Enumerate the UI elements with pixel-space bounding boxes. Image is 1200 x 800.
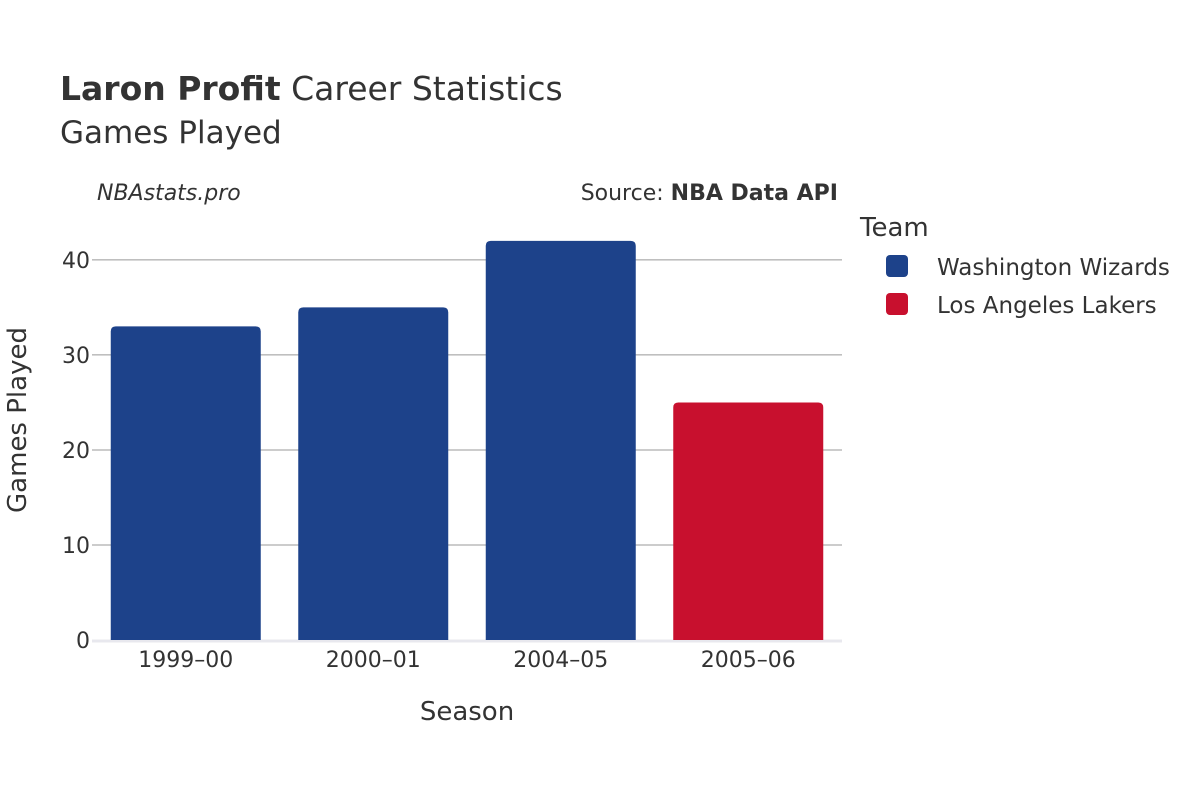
player-name: Laron Profit <box>60 69 281 108</box>
y-tick-label-30: 30 <box>62 344 90 369</box>
bar-2004–05[interactable] <box>485 240 636 641</box>
y-tick-labels: 0 10 20 30 40 <box>62 249 90 654</box>
bar-2000–01[interactable] <box>298 307 449 640</box>
legend-title: Team <box>859 213 929 243</box>
chart-title: Laron Profit Career Statistics <box>60 69 563 108</box>
legend-swatch-washington-wizards[interactable] <box>886 255 908 277</box>
legend: Team Washington Wizards Los Angeles Lake… <box>859 213 1170 319</box>
legend-label-los-angeles-lakers[interactable]: Los Angeles Lakers <box>937 293 1157 319</box>
y-axis-title: Games Played <box>3 327 33 513</box>
source-prefix: Source: <box>581 181 671 206</box>
y-tick-label-0: 0 <box>76 629 90 654</box>
bar-1999–00[interactable] <box>110 326 261 640</box>
source-name: NBA Data API <box>671 181 838 206</box>
watermark: NBAstats.pro <box>97 181 241 206</box>
x-tick-label-2004–05: 2004–05 <box>513 648 608 673</box>
legend-swatch-los-angeles-lakers[interactable] <box>886 293 908 315</box>
title-rest: Career Statistics <box>291 69 563 108</box>
y-tick-label-40: 40 <box>62 249 90 274</box>
chart-subtitle: Games Played <box>60 115 282 151</box>
x-tick-labels: 1999–00 2000–01 2004–05 2005–06 <box>138 648 795 673</box>
x-tick-label-2005–06: 2005–06 <box>701 648 796 673</box>
bar-2005–06[interactable] <box>673 402 824 640</box>
source-credit: Source: NBA Data API <box>581 181 838 206</box>
y-tick-label-20: 20 <box>62 439 90 464</box>
x-tick-label-2000–01: 2000–01 <box>326 648 421 673</box>
y-tick-label-10: 10 <box>62 534 90 559</box>
legend-label-washington-wizards[interactable]: Washington Wizards <box>937 255 1170 281</box>
bars <box>110 240 824 641</box>
x-axis-title: Season <box>420 697 514 727</box>
x-tick-label-1999–00: 1999–00 <box>138 648 233 673</box>
title-spacer <box>281 69 292 108</box>
